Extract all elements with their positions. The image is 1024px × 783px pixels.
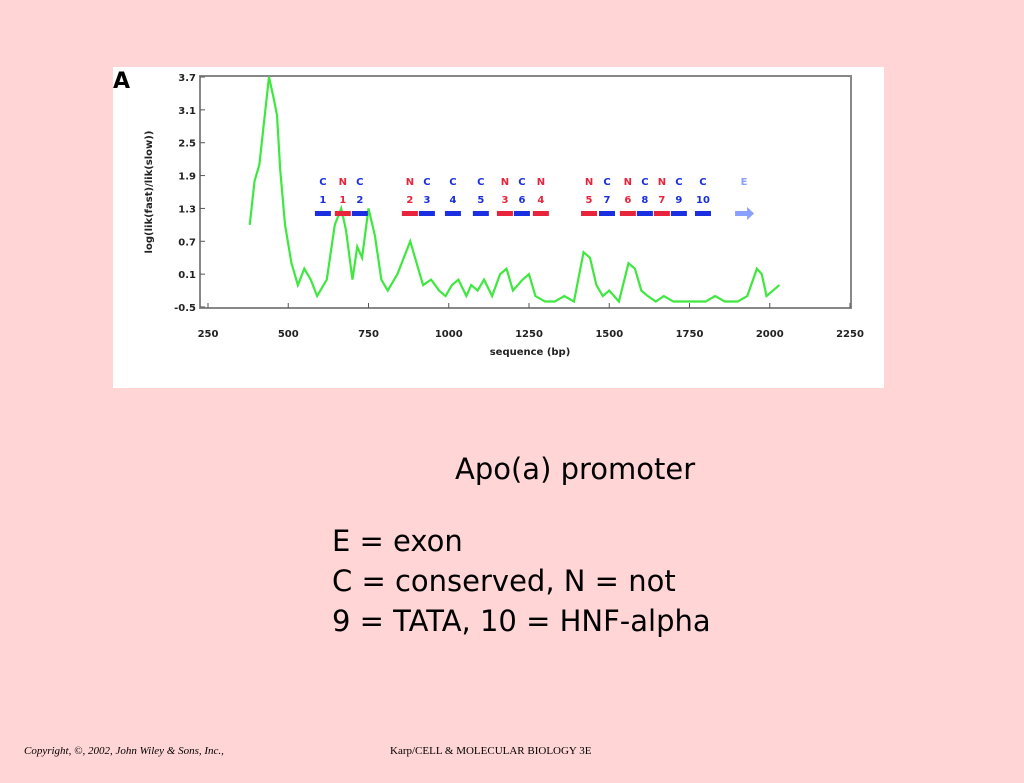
y-tick-label: 1.9 xyxy=(178,172,196,183)
marker-number: 3 xyxy=(423,195,430,206)
segment-bar xyxy=(636,211,653,216)
y-tick-label: 0.1 xyxy=(178,270,196,281)
y-tick-label: -0.5 xyxy=(174,303,196,314)
y-axis-title: log(lik(fast)/lik(slow)) xyxy=(144,131,155,254)
marker-letter: C xyxy=(319,177,326,188)
note: E = exon xyxy=(332,524,463,558)
y-tick-label: 0.7 xyxy=(178,237,196,248)
exon-arrow xyxy=(735,207,755,220)
marker-number: 7 xyxy=(658,195,665,206)
data-line xyxy=(248,76,781,304)
x-tick-label: 250 xyxy=(198,329,219,340)
marker-number: 1 xyxy=(319,195,326,206)
marker-letter: C xyxy=(603,177,610,188)
marker-number: 2 xyxy=(406,195,413,206)
figure-panel xyxy=(113,67,884,388)
y-tick-label: 1.3 xyxy=(178,204,196,215)
marker-number: 2 xyxy=(356,195,363,206)
note: 9 = TATA, 10 = HNF-alpha xyxy=(332,604,711,638)
marker-letter: N xyxy=(537,177,545,188)
y-tick-label: 3.1 xyxy=(178,106,196,117)
x-axis-title: sequence (bp) xyxy=(490,347,571,358)
segment-bar xyxy=(619,211,636,216)
marker-number: 7 xyxy=(604,195,611,206)
marker-letter: C xyxy=(641,177,648,188)
marker-number: 9 xyxy=(675,195,682,206)
marker-letter: C xyxy=(477,177,484,188)
segment-bar xyxy=(532,211,549,216)
segment-bar xyxy=(670,211,687,216)
marker-letter: C xyxy=(518,177,525,188)
panel-label: A xyxy=(113,69,130,94)
segment-bar xyxy=(472,211,489,216)
segment-bar xyxy=(401,211,418,216)
marker-letter: C xyxy=(699,177,706,188)
x-tick-label: 500 xyxy=(278,329,299,340)
marker-letter: E xyxy=(741,177,748,188)
segment-bar xyxy=(599,211,616,216)
segment-bar xyxy=(334,211,351,216)
copyright: Copyright, ©, 2002, John Wiley & Sons, I… xyxy=(24,745,224,757)
segment-bar xyxy=(351,211,368,216)
segment-bar xyxy=(418,211,435,216)
marker-number: 3 xyxy=(501,195,508,206)
marker-number: 4 xyxy=(449,195,456,206)
marker-letter: N xyxy=(406,177,414,188)
marker-letter: N xyxy=(339,177,347,188)
segment-bar xyxy=(653,211,670,216)
marker-number: 10 xyxy=(696,195,710,206)
y-tick-label: 3.7 xyxy=(178,73,196,84)
x-tick-label: 2250 xyxy=(836,329,864,340)
marker-letter: N xyxy=(624,177,632,188)
y-tick-label: 2.5 xyxy=(178,139,196,150)
segment-bar xyxy=(581,211,598,216)
segment-bar xyxy=(314,211,331,216)
caption: Apo(a) promoter xyxy=(455,452,695,486)
marker-letter: C xyxy=(356,177,363,188)
marker-number: 5 xyxy=(477,195,484,206)
segment-bar xyxy=(513,211,530,216)
marker-letter: N xyxy=(585,177,593,188)
marker-number: 5 xyxy=(586,195,593,206)
marker-letter: C xyxy=(449,177,456,188)
marker-number: 6 xyxy=(624,195,631,206)
segment-bar xyxy=(444,211,461,216)
marker-letter: N xyxy=(658,177,666,188)
plot-frame xyxy=(199,75,852,309)
marker-number: 4 xyxy=(537,195,544,206)
marker-number: 1 xyxy=(339,195,346,206)
segment-bar xyxy=(496,211,513,216)
book-title: Karp/CELL & MOLECULAR BIOLOGY 3E xyxy=(390,745,592,757)
marker-letter: N xyxy=(501,177,509,188)
x-tick-label: 1250 xyxy=(515,329,543,340)
x-tick-label: 1500 xyxy=(595,329,623,340)
segment-bar xyxy=(694,211,711,216)
x-tick-label: 1750 xyxy=(676,329,704,340)
x-tick-label: 1000 xyxy=(435,329,463,340)
marker-number: 8 xyxy=(641,195,648,206)
marker-letter: C xyxy=(423,177,430,188)
note: C = conserved, N = not xyxy=(332,564,676,598)
marker-letter: C xyxy=(675,177,682,188)
marker-number: 6 xyxy=(518,195,525,206)
x-tick-label: 2000 xyxy=(756,329,784,340)
x-tick-label: 750 xyxy=(358,329,379,340)
